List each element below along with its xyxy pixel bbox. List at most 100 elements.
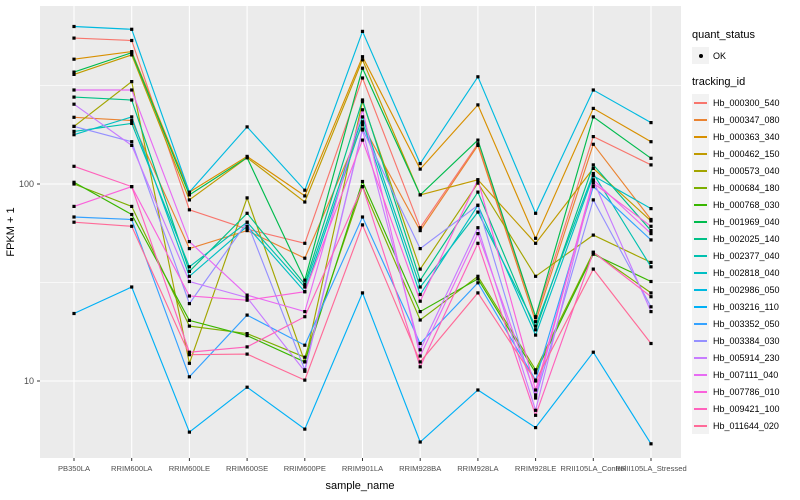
legend-item-Hb_000300_540: Hb_000300_540 bbox=[692, 94, 800, 111]
data-point bbox=[245, 224, 249, 228]
data-point bbox=[187, 294, 191, 298]
line-swatch-icon bbox=[694, 254, 707, 257]
legend-key-box bbox=[692, 366, 709, 383]
legend-item-Hb_007111_040: Hb_007111_040 bbox=[692, 366, 800, 383]
data-point bbox=[130, 27, 134, 31]
data-point bbox=[534, 333, 538, 337]
data-point bbox=[187, 279, 191, 284]
data-point bbox=[418, 278, 422, 282]
data-point bbox=[245, 125, 249, 129]
legend-item-Hb_002025_140: Hb_002025_140 bbox=[692, 230, 800, 247]
data-point bbox=[72, 182, 76, 186]
data-point bbox=[245, 296, 249, 300]
legend-item-Hb_003384_030: Hb_003384_030 bbox=[692, 332, 800, 349]
legend-item-Hb_003352_050: Hb_003352_050 bbox=[692, 315, 800, 332]
legend-item-label: Hb_007786_010 bbox=[713, 386, 780, 397]
legend-key-box bbox=[692, 111, 709, 128]
line-swatch-icon bbox=[694, 356, 707, 359]
x-axis-title: sample_name bbox=[325, 480, 394, 492]
data-point bbox=[245, 352, 249, 356]
legend-item-Hb_002377_040: Hb_002377_040 bbox=[692, 247, 800, 264]
legend-key-box bbox=[692, 179, 709, 196]
x-tick-label: RRIM600PE bbox=[284, 464, 326, 473]
data-point bbox=[360, 98, 365, 102]
legend-item-Hb_002986_050: Hb_002986_050 bbox=[692, 281, 800, 298]
line-swatch-icon bbox=[694, 305, 707, 308]
legend-item-Hb_005914_230: Hb_005914_230 bbox=[692, 349, 800, 366]
data-point bbox=[303, 378, 307, 382]
data-point bbox=[130, 98, 134, 102]
legend-item-label: Hb_000573_040 bbox=[713, 165, 780, 176]
data-point bbox=[187, 274, 191, 278]
data-point bbox=[130, 204, 134, 208]
data-point bbox=[187, 240, 191, 244]
data-point bbox=[418, 267, 422, 271]
data-point bbox=[187, 247, 191, 251]
data-point bbox=[187, 302, 191, 306]
legend-key-box bbox=[692, 196, 709, 213]
data-point bbox=[303, 200, 307, 204]
data-point bbox=[534, 315, 538, 319]
data-point bbox=[72, 311, 76, 316]
x-tick-label: RRII105LA_Control bbox=[560, 464, 626, 473]
y-axis-title: FPKM + 1 bbox=[5, 207, 17, 256]
legend-item-Hb_000684_180: Hb_000684_180 bbox=[692, 179, 800, 196]
data-point bbox=[534, 368, 538, 372]
data-point bbox=[649, 295, 653, 299]
legend-item-Hb_000768_030: Hb_000768_030 bbox=[692, 196, 800, 213]
legend-item-label: Hb_011644_020 bbox=[713, 420, 779, 431]
data-point bbox=[591, 198, 595, 202]
legend-tracking-id-items: Hb_000300_540 Hb_000347_080 Hb_000363_340 H… bbox=[688, 94, 800, 434]
data-point bbox=[303, 194, 307, 198]
legend-key-box bbox=[692, 417, 709, 434]
data-point bbox=[591, 106, 595, 110]
line-swatch-icon bbox=[694, 169, 707, 172]
data-point bbox=[649, 442, 653, 446]
data-point bbox=[591, 178, 595, 182]
data-point bbox=[591, 181, 595, 185]
data-point bbox=[534, 241, 538, 245]
legend-key-box bbox=[692, 332, 709, 349]
data-point bbox=[649, 219, 653, 223]
parallel-coordinates-plot: 10 100 PB350LA RRIM600LA RRIM600LE RRIM600SE R… bbox=[5, 6, 687, 492]
data-point bbox=[245, 298, 249, 302]
data-point bbox=[649, 140, 653, 144]
data-point bbox=[187, 190, 191, 194]
data-point bbox=[476, 281, 480, 285]
data-point bbox=[591, 250, 595, 254]
x-tick-label: RRIM928LE bbox=[515, 464, 556, 473]
data-point bbox=[476, 226, 480, 230]
line-swatch-icon bbox=[694, 135, 707, 138]
legend-key-box bbox=[692, 247, 709, 264]
legend-key-box bbox=[692, 230, 709, 247]
data-point bbox=[72, 204, 76, 208]
legend-item-Hb_000363_340: Hb_000363_340 bbox=[692, 128, 800, 145]
data-point bbox=[72, 124, 76, 128]
data-point bbox=[187, 269, 191, 273]
data-point bbox=[476, 138, 480, 142]
data-point bbox=[476, 210, 480, 214]
legend-item-label: Hb_001969_040 bbox=[713, 216, 780, 227]
line-swatch-icon bbox=[694, 339, 707, 342]
data-point bbox=[72, 180, 76, 184]
legend-key-box bbox=[692, 298, 709, 315]
x-tick-label: RRIM600SE bbox=[226, 464, 268, 473]
data-point bbox=[303, 360, 307, 364]
x-tick-label: RRIM600LA bbox=[111, 464, 153, 473]
data-point bbox=[418, 229, 422, 233]
data-point bbox=[72, 36, 76, 40]
line-swatch-icon bbox=[694, 288, 707, 291]
data-point bbox=[245, 385, 249, 389]
legend-item-label: Hb_000363_340 bbox=[713, 131, 780, 142]
data-point bbox=[591, 233, 595, 237]
data-point bbox=[418, 354, 422, 358]
legend-key-box bbox=[692, 281, 709, 298]
legend-item-Hb_000573_040: Hb_000573_040 bbox=[692, 162, 800, 179]
y-tick-label: 100 bbox=[19, 179, 34, 189]
data-point bbox=[130, 143, 134, 147]
data-point bbox=[418, 310, 422, 314]
data-point bbox=[360, 29, 365, 33]
data-point bbox=[72, 164, 76, 168]
data-point bbox=[418, 348, 422, 352]
